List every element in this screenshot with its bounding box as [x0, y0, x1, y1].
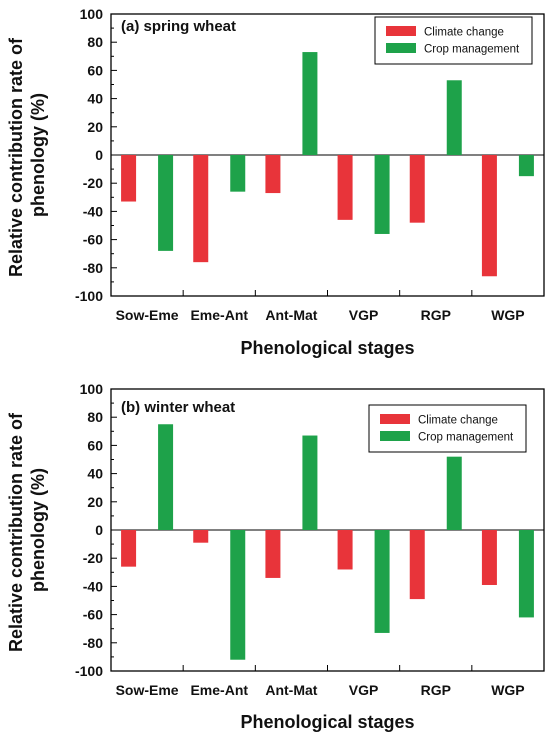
legend-label: Climate change	[418, 415, 498, 427]
bar-crop-management	[374, 530, 390, 633]
bar-climate-change	[337, 530, 353, 570]
y-tick-label: 100	[80, 6, 104, 22]
panel-winter-wheat: 100 80 60 40 20 0 -20 -40 -60 -80 -100 Sow-Eme Eme-…	[6, 381, 545, 732]
x-tick-label: Ant-Mat	[265, 682, 317, 698]
bars	[121, 52, 534, 277]
y-axis-title-line-2: phenology (%)	[28, 93, 48, 217]
y-tick-label: 40	[87, 91, 103, 107]
bar-climate-change	[409, 530, 425, 600]
legend-swatch	[380, 414, 410, 424]
y-tick-label: -100	[75, 663, 103, 679]
y-tick-label: 20	[87, 119, 103, 135]
y-axis-title: Relative contribution rate of phenology …	[6, 33, 48, 277]
bar-climate-change	[193, 530, 209, 543]
legend-label: Crop management	[424, 44, 520, 56]
bar-crop-management	[302, 435, 318, 530]
y-tick-label: 40	[87, 466, 103, 482]
legend: Climate change Crop management	[368, 404, 527, 453]
bar-crop-management	[446, 80, 462, 155]
x-tick-label: RGP	[421, 307, 451, 323]
y-tick-label: -40	[83, 578, 103, 594]
bar-climate-change	[265, 530, 281, 578]
y-axis-title-line-1: Relative contribution rate of	[6, 37, 26, 277]
y-tick-label: 80	[87, 34, 103, 50]
legend-box	[368, 404, 527, 453]
x-tick-label: Eme-Ant	[190, 682, 248, 698]
legend-label: Climate change	[424, 27, 504, 39]
bar-climate-change	[337, 155, 353, 220]
bar-climate-change	[481, 530, 497, 585]
y-axis-title-line-1: Relative contribution rate of	[6, 412, 26, 652]
bar-crop-management	[230, 530, 246, 660]
legend-swatch	[386, 43, 416, 53]
y-tick-label: 20	[87, 494, 103, 510]
bar-crop-management	[374, 155, 390, 234]
bar-climate-change	[121, 530, 137, 567]
legend-swatch	[380, 431, 410, 441]
bar-crop-management	[158, 155, 174, 251]
bar-crop-management	[302, 52, 318, 155]
x-tick-label: WGP	[491, 682, 524, 698]
y-axis-title-line-2: phenology (%)	[28, 468, 48, 592]
x-tick-label: VGP	[349, 682, 379, 698]
x-tick-marks	[182, 665, 473, 671]
y-tick-labels: 100 80 60 40 20 0 -20 -40 -60 -80 -100	[75, 6, 103, 304]
bar-climate-change	[121, 155, 137, 202]
y-axis-title: Relative contribution rate of phenology …	[6, 408, 48, 652]
x-tick-label: Sow-Eme	[116, 682, 179, 698]
y-tick-label: -40	[83, 203, 103, 219]
y-tick-label: 0	[95, 147, 103, 163]
bar-crop-management	[158, 424, 174, 530]
bar-crop-management	[518, 530, 534, 618]
x-tick-marks	[182, 290, 473, 296]
bar-climate-change	[193, 155, 209, 263]
y-tick-marks	[111, 13, 117, 297]
bar-crop-management	[446, 456, 462, 530]
legend-swatch	[386, 26, 416, 36]
bars	[121, 424, 534, 660]
x-tick-label: WGP	[491, 307, 524, 323]
x-tick-label: Eme-Ant	[190, 307, 248, 323]
x-tick-label: VGP	[349, 307, 379, 323]
y-tick-label: -20	[83, 550, 103, 566]
x-axis-title: Phenological stages	[240, 712, 414, 732]
legend-label: Crop management	[418, 432, 514, 444]
bar-climate-change	[481, 155, 497, 277]
legend-box	[374, 16, 533, 65]
y-tick-label: -60	[83, 607, 103, 623]
y-tick-label: 60	[87, 437, 103, 453]
x-axis-title: Phenological stages	[240, 338, 414, 358]
y-tick-labels: 100 80 60 40 20 0 -20 -40 -60 -80 -100	[75, 381, 103, 679]
bar-crop-management	[230, 155, 246, 192]
y-tick-label: 100	[80, 381, 104, 397]
panel-title: (a) spring wheat	[121, 18, 236, 35]
x-tick-label: RGP	[421, 682, 451, 698]
x-tick-label: Ant-Mat	[265, 307, 317, 323]
y-tick-label: -80	[83, 260, 103, 276]
y-tick-label: -80	[83, 635, 103, 651]
bar-crop-management	[518, 155, 534, 177]
legend: Climate change Crop management	[374, 16, 533, 65]
y-tick-label: -100	[75, 288, 103, 304]
y-tick-label: -20	[83, 175, 103, 191]
bar-climate-change	[265, 155, 281, 194]
y-tick-label: -60	[83, 232, 103, 248]
panel-title: (b) winter wheat	[121, 399, 235, 416]
x-tick-label: Sow-Eme	[116, 307, 179, 323]
x-tick-labels: Sow-Eme Eme-Ant Ant-Mat VGP RGP WGP	[116, 307, 525, 323]
y-tick-label: 0	[95, 522, 103, 538]
x-tick-labels: Sow-Eme Eme-Ant Ant-Mat VGP RGP WGP	[116, 682, 525, 698]
panel-spring-wheat: 100 80 60 40 20 0 -20 -40 -60 -80 -100 Sow-Eme Eme-…	[6, 6, 545, 358]
y-tick-label: 60	[87, 62, 103, 78]
y-tick-marks	[111, 388, 117, 672]
y-tick-label: 80	[87, 409, 103, 425]
bar-climate-change	[409, 155, 425, 223]
